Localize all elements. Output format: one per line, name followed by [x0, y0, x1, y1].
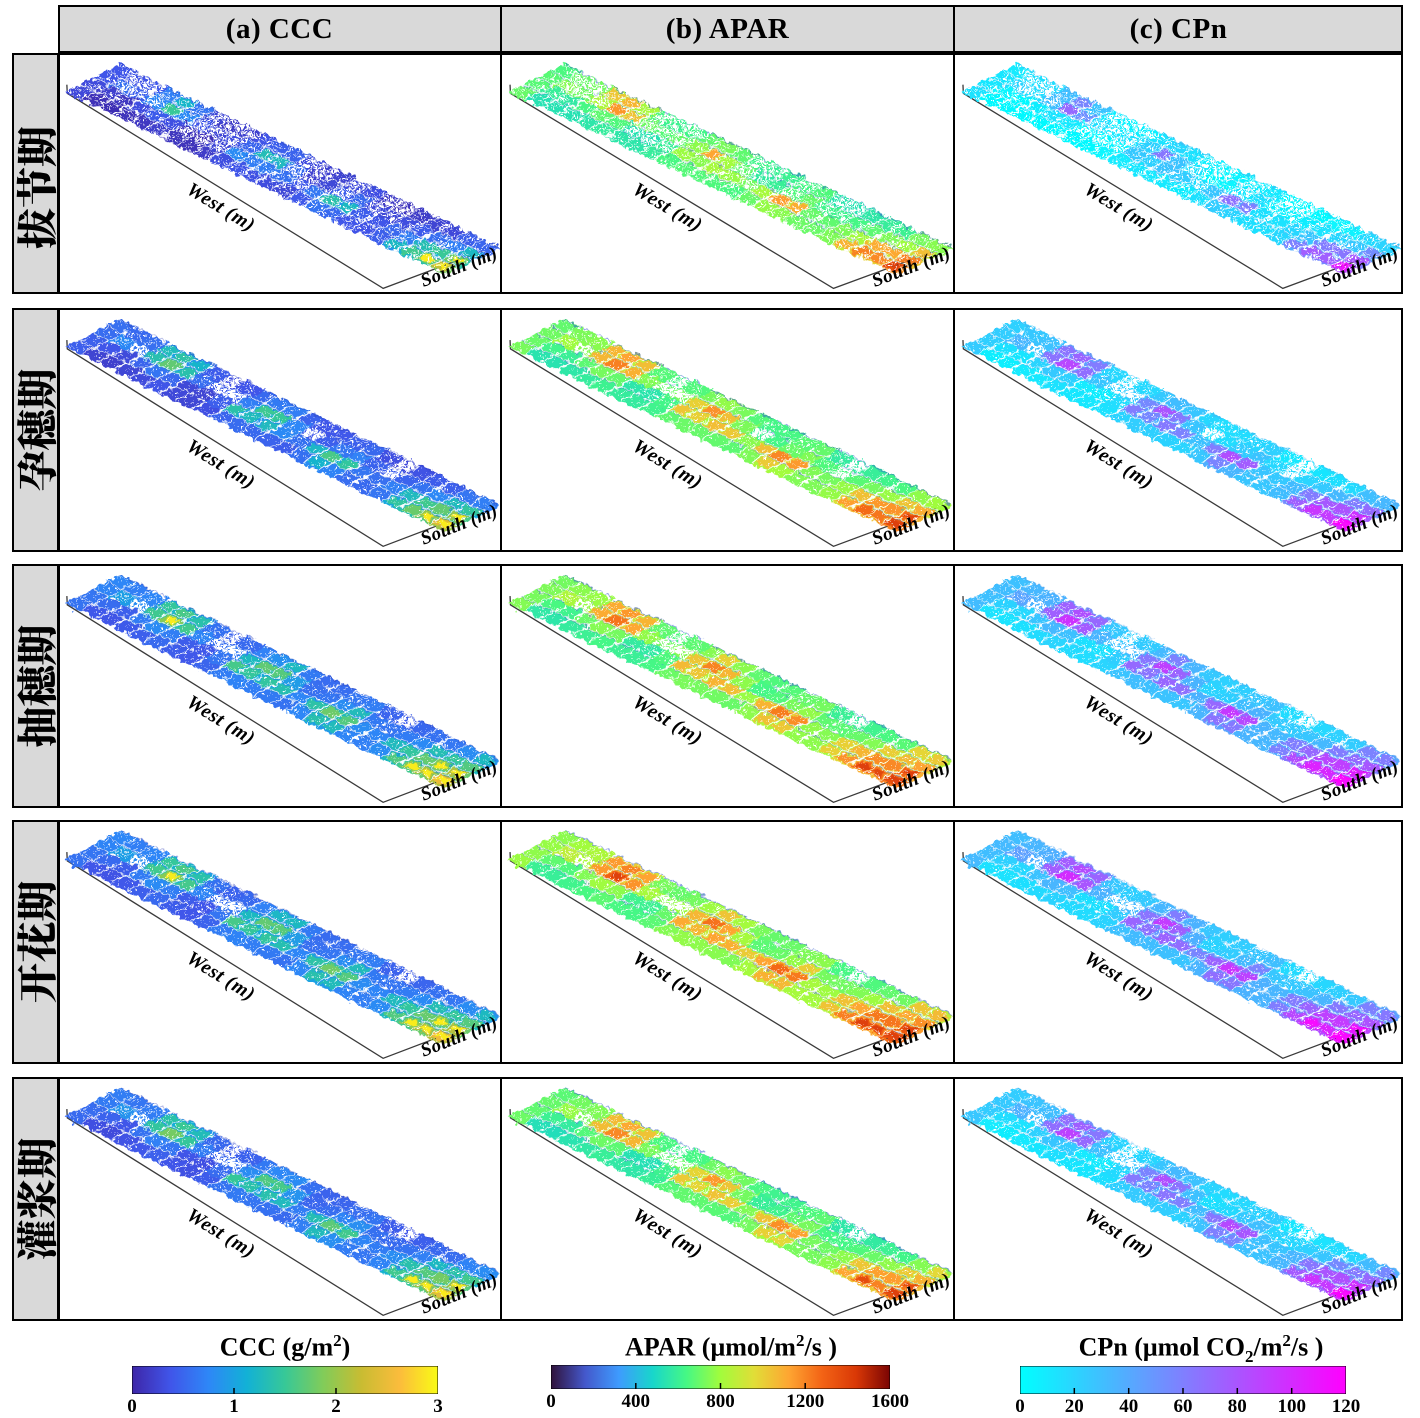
- svg-text:West (m): West (m): [1080, 1204, 1157, 1262]
- svg-text:West (m): West (m): [183, 691, 259, 750]
- svg-text:West (m): West (m): [1080, 691, 1157, 749]
- svg-text:West (m): West (m): [629, 178, 707, 236]
- svg-text:West (m): West (m): [629, 947, 707, 1005]
- svg-text:West (m): West (m): [629, 691, 707, 749]
- svg-text:West (m): West (m): [183, 1204, 259, 1263]
- svg-text:West (m): West (m): [629, 435, 707, 493]
- svg-text:West (m): West (m): [1080, 435, 1157, 493]
- svg-text:West (m): West (m): [1080, 178, 1157, 236]
- svg-text:West (m): West (m): [183, 178, 259, 236]
- svg-text:West (m): West (m): [1080, 947, 1157, 1005]
- svg-text:West (m): West (m): [183, 435, 259, 494]
- svg-text:West (m): West (m): [183, 947, 259, 1006]
- svg-text:West (m): West (m): [629, 1204, 707, 1262]
